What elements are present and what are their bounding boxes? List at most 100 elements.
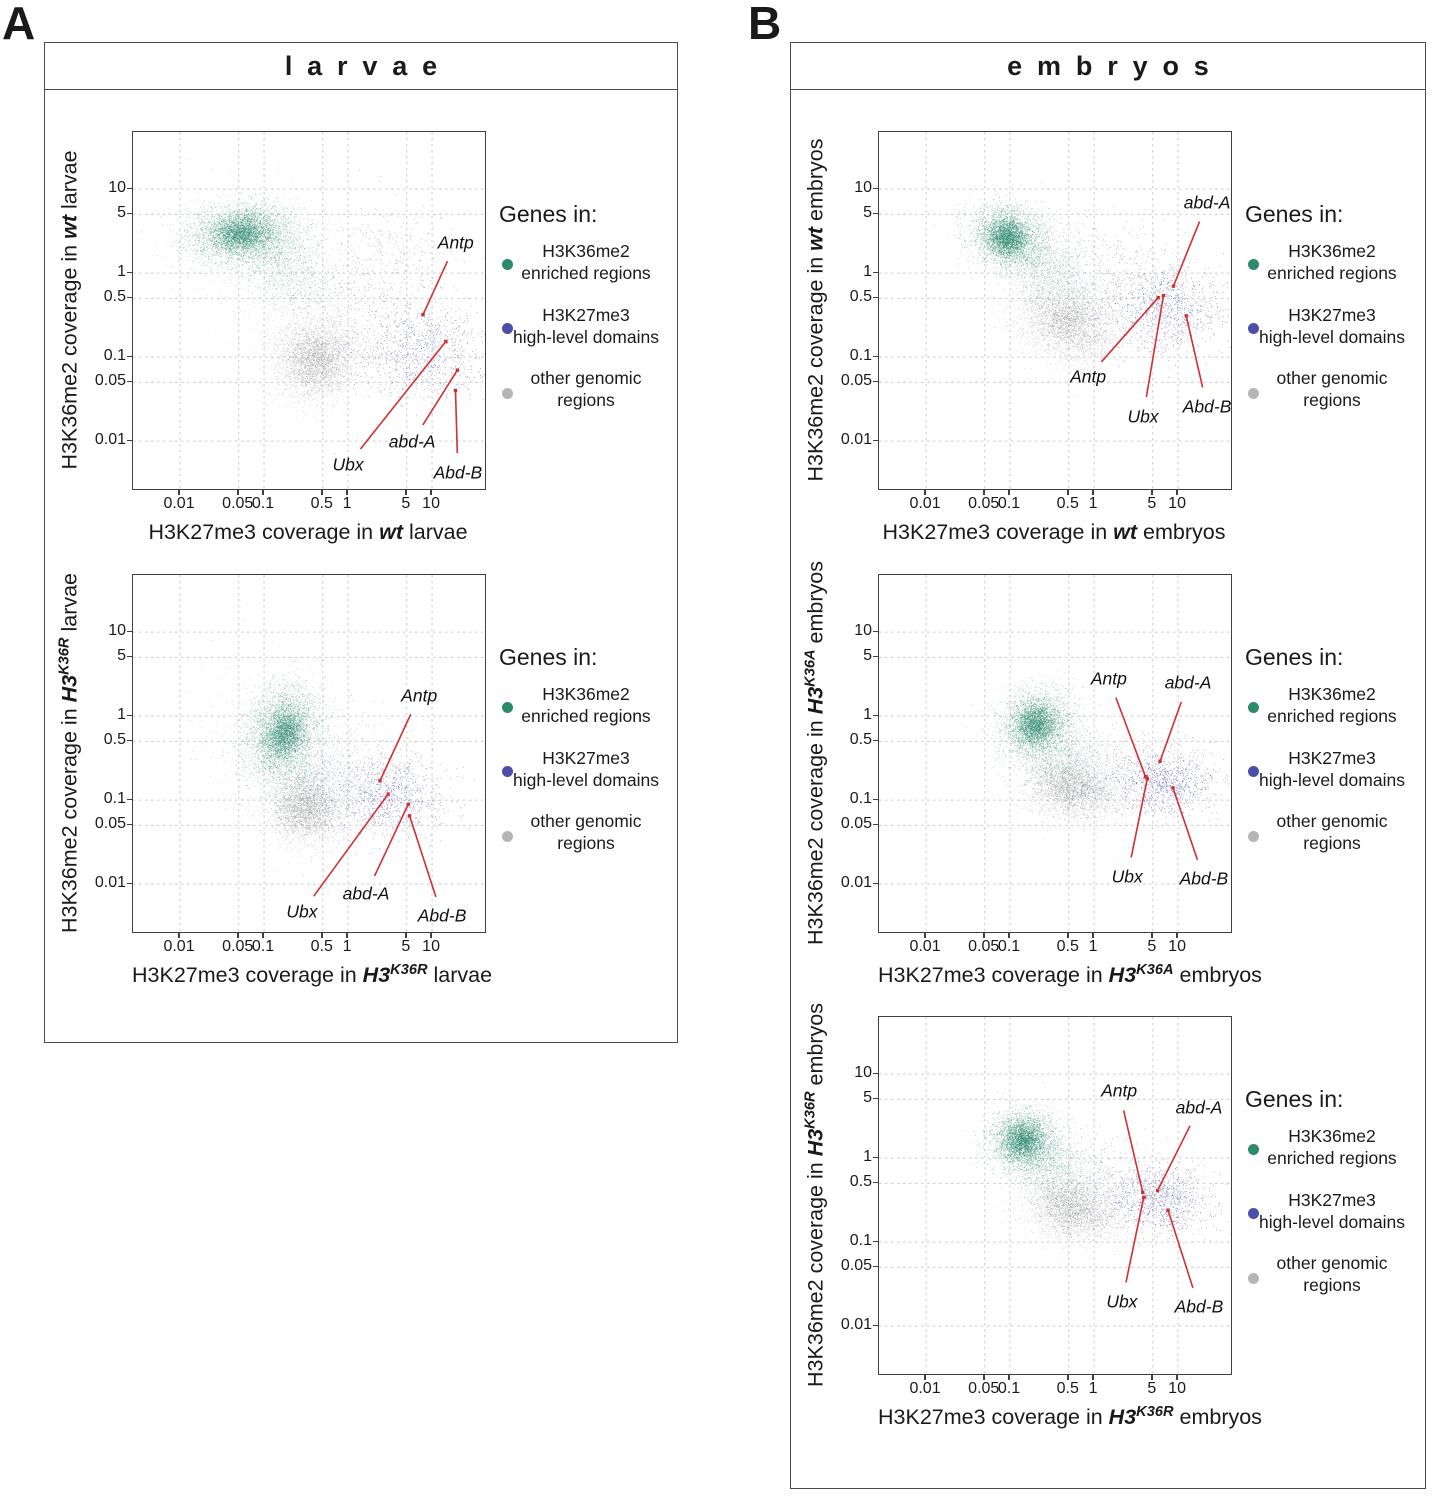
y-tick-label: 0.05: [94, 814, 126, 832]
x-tick-mark: [924, 1374, 926, 1380]
panel-embryos: embryos abd-A Antp Ubx Abd-B 10 5 1 0.5 0.1 0.05 0…: [790, 42, 1426, 1489]
x-tick-mark: [237, 489, 239, 495]
y-tick-mark: [873, 798, 878, 801]
x-tick-label: 0.1: [997, 495, 1021, 512]
x-tick-label: 5: [1147, 1380, 1157, 1397]
gene-label-abd-A: abd-A: [388, 431, 436, 452]
x-tick-label: 10: [1168, 938, 1186, 955]
legend-title: Genes in:: [499, 644, 598, 670]
legend-label-h3k27me3-domains: H3K27me3 high-level domains: [1259, 1190, 1405, 1232]
y-tick-mark: [873, 1265, 878, 1268]
y-tick-mark: [873, 212, 878, 215]
x-tick-label: 0.01: [163, 495, 195, 512]
x-tick-label: 0.05: [968, 1380, 1000, 1397]
y-tick-mark: [127, 187, 132, 190]
x-tick-label: 1: [1088, 938, 1098, 955]
y-tick-label: 0.5: [103, 287, 126, 305]
legend-dot-h3k27me3-domains: [1248, 765, 1259, 777]
scatter-points: [133, 575, 485, 932]
y-tick-mark: [127, 714, 132, 717]
x-tick-mark: [430, 932, 432, 938]
plot-area-embryos-k36r: Antp abd-A Ubx Abd-B: [878, 1016, 1232, 1375]
legend-label-other-regions: other genomic regions: [1276, 368, 1388, 410]
y-axis-title: H3K36me2 coverage in H3K36R embryos: [802, 1002, 828, 1387]
legend-dot-h3k36me2-enriched: [502, 701, 513, 713]
legend-dot-other-regions: [1248, 387, 1259, 399]
x-tick-mark: [405, 489, 407, 495]
y-tick-label: 0.5: [849, 287, 872, 305]
panel-letter-a: A: [2, 0, 36, 49]
legend-label-h3k27me3-domains: H3K27me3 high-level domains: [1259, 305, 1405, 347]
scatter-points: [879, 575, 1231, 932]
x-tick-label: 0.5: [1056, 495, 1079, 512]
legend-label-other-regions: other genomic regions: [530, 368, 642, 410]
legend-dot-h3k36me2-enriched: [1248, 1143, 1259, 1155]
y-tick-mark: [127, 355, 132, 358]
y-tick-label: 1: [863, 1147, 872, 1165]
gene-label-Antp: Antp: [1090, 668, 1127, 689]
x-axis-title: H3K27me3 coverage in H3K36R embryos: [878, 1403, 1262, 1429]
y-tick-mark: [127, 296, 132, 299]
annotation-lines: [313, 713, 437, 898]
legend: Genes in: H3K36me2 enriched regions H3K27me…: [495, 574, 679, 874]
x-tick-mark: [405, 932, 407, 938]
x-tick-label: 0.05: [222, 495, 254, 512]
gene-label-Antp: Antp: [437, 232, 474, 253]
y-tick-label: 0.5: [849, 730, 872, 748]
gene-label-Antp: Antp: [1101, 1080, 1138, 1101]
y-tick-label: 0.1: [103, 789, 126, 807]
gene-label-Abd-B: Abd-B: [1182, 396, 1232, 417]
x-tick-mark: [1008, 932, 1010, 938]
x-tick-label: 1: [1088, 495, 1098, 512]
y-tick-mark: [127, 439, 132, 442]
legend-title: Genes in:: [1245, 1086, 1344, 1112]
gene-label-abd-A: abd-A: [1175, 1097, 1223, 1118]
y-tick-mark: [873, 630, 878, 633]
gene-label-Ubx: Ubx: [286, 901, 318, 922]
y-tick-mark: [873, 296, 878, 299]
y-tick-mark: [873, 1072, 878, 1075]
scatter-plot-embryos-wt: abd-A Antp Ubx Abd-B 10 5 1 0.5 0.1 0.05 0.01 0.01 0…: [791, 131, 1425, 573]
gene-label-Ubx: Ubx: [332, 454, 364, 475]
legend-title: Genes in:: [1245, 201, 1344, 227]
y-tick-mark: [873, 882, 878, 885]
legend-dot-h3k36me2-enriched: [1248, 701, 1259, 713]
y-tick-mark: [873, 355, 878, 358]
x-tick-mark: [321, 489, 323, 495]
x-axis-title: H3K27me3 coverage in H3K36A embryos: [878, 961, 1262, 987]
gene-label-abd-A: abd-A: [342, 883, 390, 904]
x-tick-label: 0.05: [968, 495, 1000, 512]
x-tick-mark: [321, 932, 323, 938]
x-tick-label: 0.1: [251, 495, 275, 512]
x-tick-label: 0.1: [251, 938, 275, 955]
plot-area-embryos-k36a: Antp abd-A Ubx Abd-B: [878, 574, 1232, 933]
x-tick-mark: [1151, 1374, 1153, 1380]
x-tick-mark: [178, 489, 180, 495]
x-tick-label: 0.1: [997, 938, 1021, 955]
y-tick-mark: [127, 630, 132, 633]
gene-label-abd-A: abd-A: [1183, 192, 1231, 213]
x-tick-label: 5: [1147, 495, 1157, 512]
legend-dot-other-regions: [502, 387, 513, 399]
x-tick-label: 10: [1168, 495, 1186, 512]
x-tick-mark: [262, 932, 264, 938]
legend-label-other-regions: other genomic regions: [1276, 811, 1388, 853]
legend-dot-h3k27me3-domains: [1248, 1207, 1259, 1219]
x-tick-label: 0.01: [909, 495, 941, 512]
gene-label-Ubx: Ubx: [1127, 406, 1159, 427]
legend: Genes in: H3K36me2 enriched regions H3K27me…: [495, 131, 679, 431]
y-axis-title: H3K36me2 coverage in H3K36R larvae: [56, 572, 82, 933]
y-tick-mark: [127, 380, 132, 383]
gene-label-Abd-B: Abd-B: [433, 462, 483, 483]
y-tick-mark: [127, 212, 132, 215]
y-tick-mark: [127, 882, 132, 885]
legend-label-other-regions: other genomic regions: [530, 811, 642, 853]
legend: Genes in: H3K36me2 enriched regions H3K27me…: [1241, 574, 1425, 874]
x-axis-title: H3K27me3 coverage in wt embryos: [882, 520, 1226, 544]
x-tick-mark: [178, 932, 180, 938]
gene-label-Antp: Antp: [1070, 366, 1107, 387]
panel-letter-b: B: [748, 0, 782, 49]
y-tick-mark: [873, 1156, 878, 1159]
x-tick-mark: [262, 489, 264, 495]
